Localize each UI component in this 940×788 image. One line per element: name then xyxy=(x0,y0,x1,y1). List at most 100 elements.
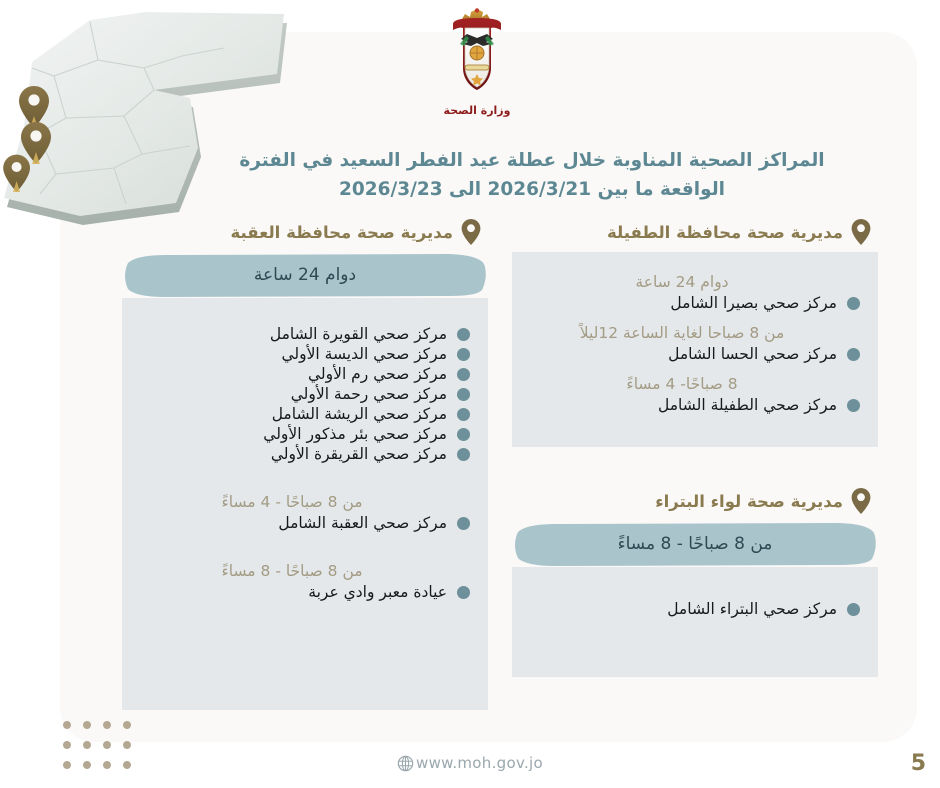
time-label: من 8 صباحًا - 8 مساءً xyxy=(221,562,363,580)
jordan-coat-of-arms-icon xyxy=(453,8,501,90)
dot xyxy=(63,761,71,769)
bullet-icon xyxy=(457,387,470,401)
ministry-emblem: وزارة الصحة xyxy=(438,8,516,130)
map-pin-1 xyxy=(19,86,49,128)
section-title-tafilah: مديرية صحة محافظة الطفيلة xyxy=(607,222,843,242)
group-aqaba-24h: مركز صحي القويرة الشامل مركز صحي الديسة … xyxy=(136,312,474,464)
list-item[interactable]: مركز صحي رحمة الأولي xyxy=(136,384,474,404)
list-item[interactable]: مركز صحي الديسة الأولي xyxy=(136,344,474,364)
map-pin-icon xyxy=(850,218,872,246)
bullet-icon xyxy=(847,347,860,361)
section-aqaba: مديرية صحة محافظة العقبة دوام 24 ساعة مر… xyxy=(122,218,488,710)
dot xyxy=(83,741,91,749)
section-title-petra: مديرية صحة لواء البتراء xyxy=(655,491,843,511)
center-name: مركز صحي رم الأولي xyxy=(307,365,447,383)
section-header-aqaba: مديرية صحة محافظة العقبة xyxy=(122,218,488,252)
bullet-icon xyxy=(457,516,470,530)
group-tafilah-24h: دوام 24 ساعة مركز صحي بصيرا الشامل xyxy=(526,266,864,313)
ministry-name: وزارة الصحة xyxy=(443,104,511,117)
section-header-petra: مديرية صحة لواء البتراء xyxy=(512,487,878,521)
list-item[interactable]: مركز صحي الريشة الشامل xyxy=(136,404,474,424)
group-tafilah-8to4: 8 صباحًا- 4 مساءً مركز صحي الطفيلة الشام… xyxy=(526,368,864,415)
dot xyxy=(123,761,131,769)
section-header-tafilah: مديرية صحة محافظة الطفيلة xyxy=(512,218,878,252)
page-number: 5 xyxy=(910,751,926,776)
list-item[interactable]: مركز صحي القويرة الشامل xyxy=(136,324,474,344)
panel-aqaba: مركز صحي القويرة الشامل مركز صحي الديسة … xyxy=(122,298,488,710)
group-aqaba-8to4: من 8 صباحًا - 4 مساءً مركز صحي العقبة ال… xyxy=(136,486,474,533)
bullet-icon xyxy=(847,602,860,616)
section-title-aqaba: مديرية صحة محافظة العقبة xyxy=(230,222,453,242)
bullet-icon xyxy=(457,427,470,441)
website-url: www.moh.gov.jo xyxy=(416,754,543,772)
map-pin-icon xyxy=(850,487,872,515)
banner-text-petra: من 8 صباحًا - 8 مساءً xyxy=(617,534,773,554)
list-item[interactable]: مركز صحي البتراء الشامل xyxy=(526,599,864,619)
map-pin-2 xyxy=(21,122,51,164)
list-item[interactable]: عيادة معبر وادي عربة xyxy=(136,582,474,602)
banner-petra: من 8 صباحًا - 8 مساءً xyxy=(512,521,878,567)
dot xyxy=(83,761,91,769)
bullet-icon xyxy=(457,447,470,461)
center-name: مركز صحي العقبة الشامل xyxy=(278,514,447,532)
dot xyxy=(123,721,131,729)
list-item[interactable]: مركز صحي بصيرا الشامل xyxy=(526,293,864,313)
panel-tafilah: دوام 24 ساعة مركز صحي بصيرا الشامل من 8 … xyxy=(512,252,878,447)
time-label: من 8 صباحا لغاية الساعة 12ليلاً xyxy=(579,324,785,342)
page-title-line-1: المراكز الصحية المناوبة خلال عطلة عيد ال… xyxy=(239,150,825,171)
dot xyxy=(103,761,111,769)
time-label: من 8 صباحًا - 4 مساءً xyxy=(221,493,363,511)
list-item[interactable]: مركز صحي العقبة الشامل xyxy=(136,513,474,533)
list-item[interactable]: مركز صحي رم الأولي xyxy=(136,364,474,384)
column-left: مديرية صحة محافظة العقبة دوام 24 ساعة مر… xyxy=(122,218,488,718)
panel-petra: مركز صحي البتراء الشامل xyxy=(512,567,878,677)
banner-text-aqaba: دوام 24 ساعة xyxy=(253,265,357,285)
bullet-icon xyxy=(457,585,470,599)
brush-stroke-shape xyxy=(125,254,486,297)
center-name: مركز صحي بصيرا الشامل xyxy=(670,294,837,312)
bullet-icon xyxy=(457,367,470,381)
brush-stroke-shape xyxy=(515,523,876,566)
bullet-icon xyxy=(457,347,470,361)
section-petra: مديرية صحة لواء البتراء من 8 صباحًا - 8 … xyxy=(512,487,878,677)
center-name: مركز صحي القويرة الشامل xyxy=(269,325,447,343)
group-tafilah-8to12: من 8 صباحا لغاية الساعة 12ليلاً مركز صحي… xyxy=(526,317,864,364)
list-item[interactable]: مركز صحي القريقرة الأولي xyxy=(136,444,474,464)
banner-aqaba: دوام 24 ساعة xyxy=(122,252,488,298)
dot xyxy=(83,721,91,729)
dot xyxy=(63,741,71,749)
center-name: مركز صحي الطفيلة الشامل xyxy=(658,396,837,414)
bullet-icon xyxy=(457,327,470,341)
jordan-map-svg xyxy=(3,12,287,225)
map-pin-icon xyxy=(460,218,482,246)
center-name: مركز صحي البتراء الشامل xyxy=(667,600,837,618)
center-name: مركز صحي القريقرة الأولي xyxy=(270,445,447,463)
bullet-icon xyxy=(457,407,470,421)
decorative-dot-grid xyxy=(62,721,131,770)
center-name: مركز صحي الريشة الشامل xyxy=(271,405,447,423)
page-title-line-2: الواقعة ما بين 2026/3/21 الى 2026/3/23 xyxy=(338,178,725,200)
group-aqaba-8to8: من 8 صباحًا - 8 مساءً عيادة معبر وادي عر… xyxy=(136,555,474,602)
column-right: مديرية صحة محافظة الطفيلة دوام 24 ساعة م… xyxy=(512,218,878,685)
dot xyxy=(123,741,131,749)
center-name: مركز صحي الديسة الأولي xyxy=(281,345,447,363)
list-item[interactable]: مركز صحي الحسا الشامل xyxy=(526,344,864,364)
group-petra: مركز صحي البتراء الشامل xyxy=(526,581,864,619)
list-item[interactable]: مركز صحي بئر مذكور الأولي xyxy=(136,424,474,444)
center-name: مركز صحي بئر مذكور الأولي xyxy=(263,425,447,443)
dot xyxy=(103,741,111,749)
time-label: 8 صباحًا- 4 مساءً xyxy=(626,375,738,393)
center-name: مركز صحي رحمة الأولي xyxy=(290,385,447,403)
page-title: المراكز الصحية المناوبة خلال عطلة عيد ال… xyxy=(232,147,832,204)
jordan-map-illustration xyxy=(0,0,294,226)
list-item[interactable]: مركز صحي الطفيلة الشامل xyxy=(526,395,864,415)
bullet-icon xyxy=(847,296,860,310)
globe-icon xyxy=(397,755,414,772)
center-name: مركز صحي الحسا الشامل xyxy=(668,345,837,363)
center-name: عيادة معبر وادي عربة xyxy=(308,583,447,601)
dot xyxy=(63,721,71,729)
bullet-icon xyxy=(847,398,860,412)
time-label: دوام 24 ساعة xyxy=(635,273,729,291)
footer-website[interactable]: www.moh.gov.jo xyxy=(0,754,940,772)
